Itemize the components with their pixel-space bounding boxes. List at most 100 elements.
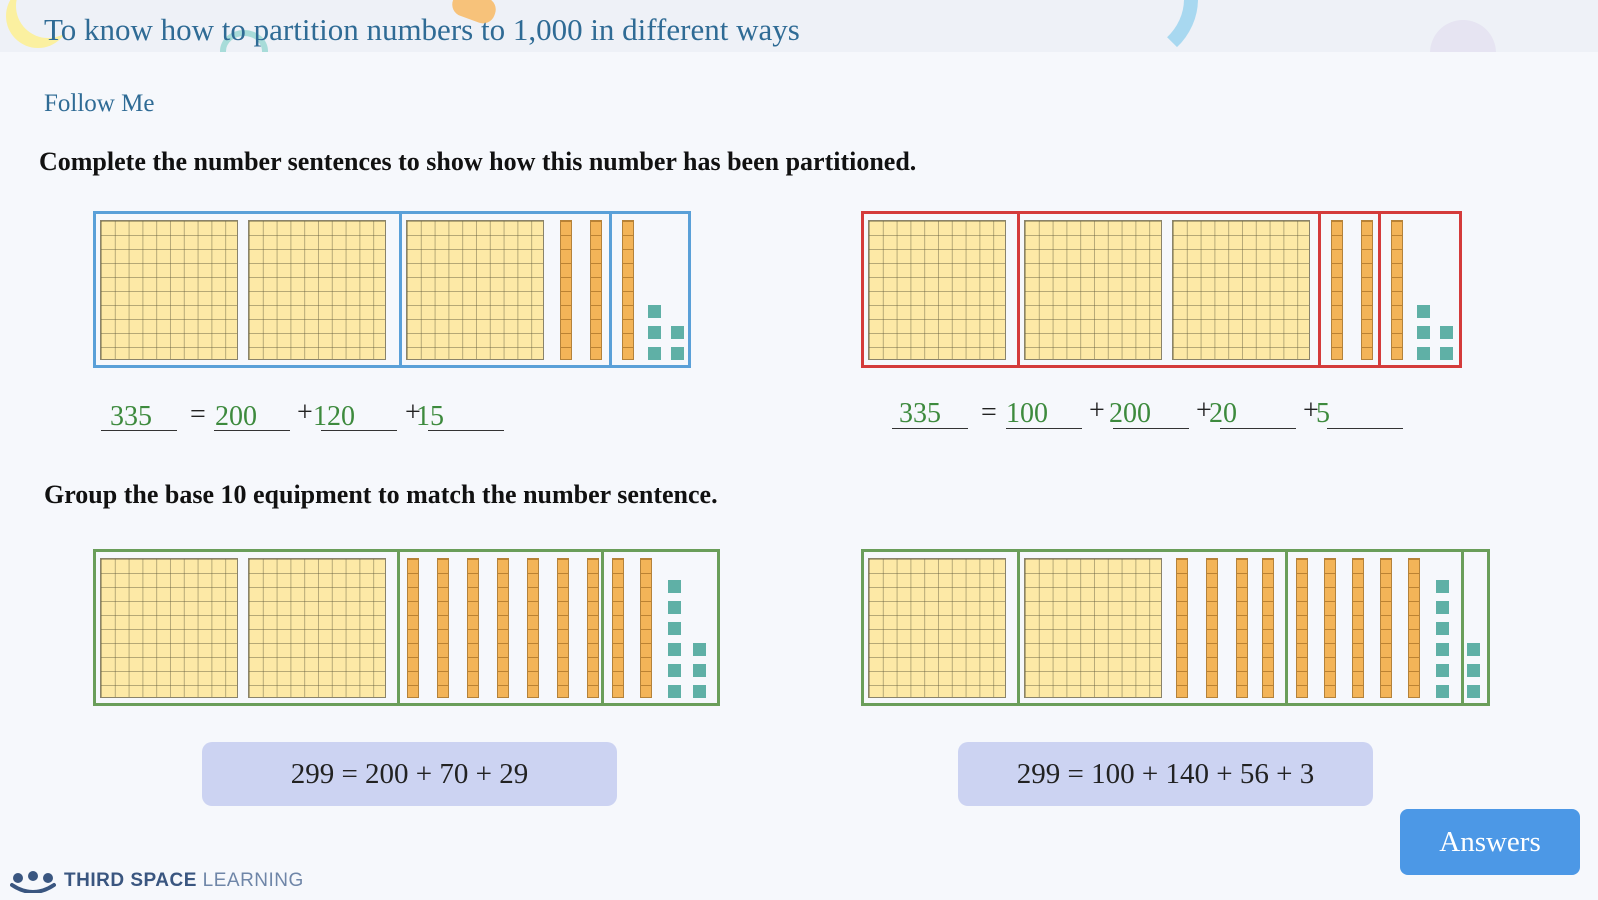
group-box xyxy=(609,214,688,365)
ten-rod xyxy=(1206,557,1218,698)
ten-rod xyxy=(406,557,419,698)
ones-cubes xyxy=(1417,220,1453,360)
ten-rod xyxy=(639,557,652,698)
answers-button[interactable]: Answers xyxy=(1400,809,1580,875)
swirl-decoration-icon xyxy=(220,30,268,52)
ten-rod xyxy=(590,219,602,360)
answer-part: 120 xyxy=(313,401,355,432)
one-cube xyxy=(667,579,681,593)
ten-rod xyxy=(1391,219,1403,360)
blank-part[interactable] xyxy=(1006,398,1082,429)
one-cube xyxy=(667,663,681,677)
ten-rod xyxy=(1361,219,1373,360)
ten-rod xyxy=(1296,557,1308,698)
plus-sign: + xyxy=(1303,395,1319,426)
one-cube xyxy=(667,642,681,656)
group-box xyxy=(1017,552,1285,703)
ten-rod xyxy=(1176,557,1188,698)
equals-sign: = xyxy=(981,397,997,428)
group-box xyxy=(1017,214,1318,365)
answer-total: 335 xyxy=(110,401,152,432)
three-faces-logo-icon xyxy=(10,869,56,894)
blank-part[interactable] xyxy=(428,400,504,431)
one-cube xyxy=(1440,325,1453,339)
header-bar: To know how to partition numbers to 1,00… xyxy=(0,0,1598,52)
blank-part[interactable] xyxy=(321,400,397,431)
ten-rod xyxy=(1262,557,1274,698)
ten-rod xyxy=(611,557,624,698)
group-box xyxy=(864,214,1017,365)
partition-panel-1 xyxy=(93,211,691,368)
one-cube xyxy=(648,325,661,339)
number-sentence-1: 299 = 200 + 70 + 29 xyxy=(202,742,617,806)
one-cube xyxy=(667,621,681,635)
plus-sign: + xyxy=(297,397,313,428)
ten-rod xyxy=(436,557,449,698)
plus-sign: + xyxy=(1089,395,1105,426)
hundred-flat xyxy=(1024,219,1162,360)
answer-part: 200 xyxy=(215,401,257,432)
plus-sign: + xyxy=(1196,395,1212,426)
blank-total[interactable] xyxy=(892,398,968,429)
group-box xyxy=(96,214,399,365)
answer-part: 20 xyxy=(1209,398,1237,429)
hundred-flat xyxy=(100,219,238,360)
answer-part: 200 xyxy=(1109,398,1151,429)
ten-rod xyxy=(526,557,539,698)
brand-logo: THIRD SPACE LEARNING xyxy=(10,869,304,894)
one-cube xyxy=(1436,663,1449,677)
blank-total[interactable] xyxy=(101,400,177,431)
brand-name-light: LEARNING xyxy=(202,870,304,891)
grouping-panel-1 xyxy=(93,549,720,706)
one-cube xyxy=(667,684,681,698)
blank-part[interactable] xyxy=(1327,398,1403,429)
group-box xyxy=(399,214,609,365)
ones-cubes xyxy=(1467,558,1480,698)
answer-part: 5 xyxy=(1316,398,1330,429)
partition-panel-2 xyxy=(861,211,1462,368)
blank-part[interactable] xyxy=(1220,398,1296,429)
ones-cubes xyxy=(1436,558,1449,698)
brand-name-bold: THIRD SPACE xyxy=(64,870,197,891)
one-cube xyxy=(1467,642,1480,656)
grouping-panel-2 xyxy=(861,549,1490,706)
group-box xyxy=(864,552,1017,703)
ones-cubes xyxy=(648,220,684,360)
one-cube xyxy=(1436,684,1449,698)
one-cube xyxy=(1417,304,1430,318)
ball-decoration-icon xyxy=(1430,20,1496,52)
one-cube xyxy=(1467,663,1480,677)
answer-part: 100 xyxy=(1006,398,1048,429)
one-cube xyxy=(671,346,684,360)
instruction-complete-sentences: Complete the number sentences to show ho… xyxy=(39,147,917,176)
ten-rod xyxy=(586,557,599,698)
one-cube xyxy=(692,642,706,656)
one-cube xyxy=(1436,642,1449,656)
one-cube xyxy=(1417,325,1430,339)
one-cube xyxy=(1436,579,1449,593)
blank-part[interactable] xyxy=(214,400,290,431)
hundred-flat xyxy=(868,219,1006,360)
ten-rod xyxy=(1408,557,1420,698)
group-box xyxy=(1461,552,1487,703)
ten-rod xyxy=(496,557,509,698)
group-box xyxy=(396,552,601,703)
one-cube xyxy=(667,600,681,614)
one-cube xyxy=(1417,346,1430,360)
brand-name: THIRD SPACE LEARNING xyxy=(64,870,304,892)
group-box xyxy=(96,552,397,703)
group-box xyxy=(1378,214,1459,365)
ten-rod xyxy=(1324,557,1336,698)
hundred-flat xyxy=(868,557,1006,698)
hundred-flat xyxy=(1024,557,1162,698)
blank-part[interactable] xyxy=(1113,398,1189,429)
arc-decoration-icon xyxy=(1050,0,1198,52)
one-cube xyxy=(692,663,706,677)
ten-rod xyxy=(560,219,572,360)
answer-total: 335 xyxy=(899,398,941,429)
section-label: Follow Me xyxy=(44,90,155,117)
group-box xyxy=(600,552,717,703)
hundred-flat xyxy=(248,219,386,360)
ten-rod xyxy=(622,219,634,360)
ones-cubes xyxy=(667,558,706,698)
